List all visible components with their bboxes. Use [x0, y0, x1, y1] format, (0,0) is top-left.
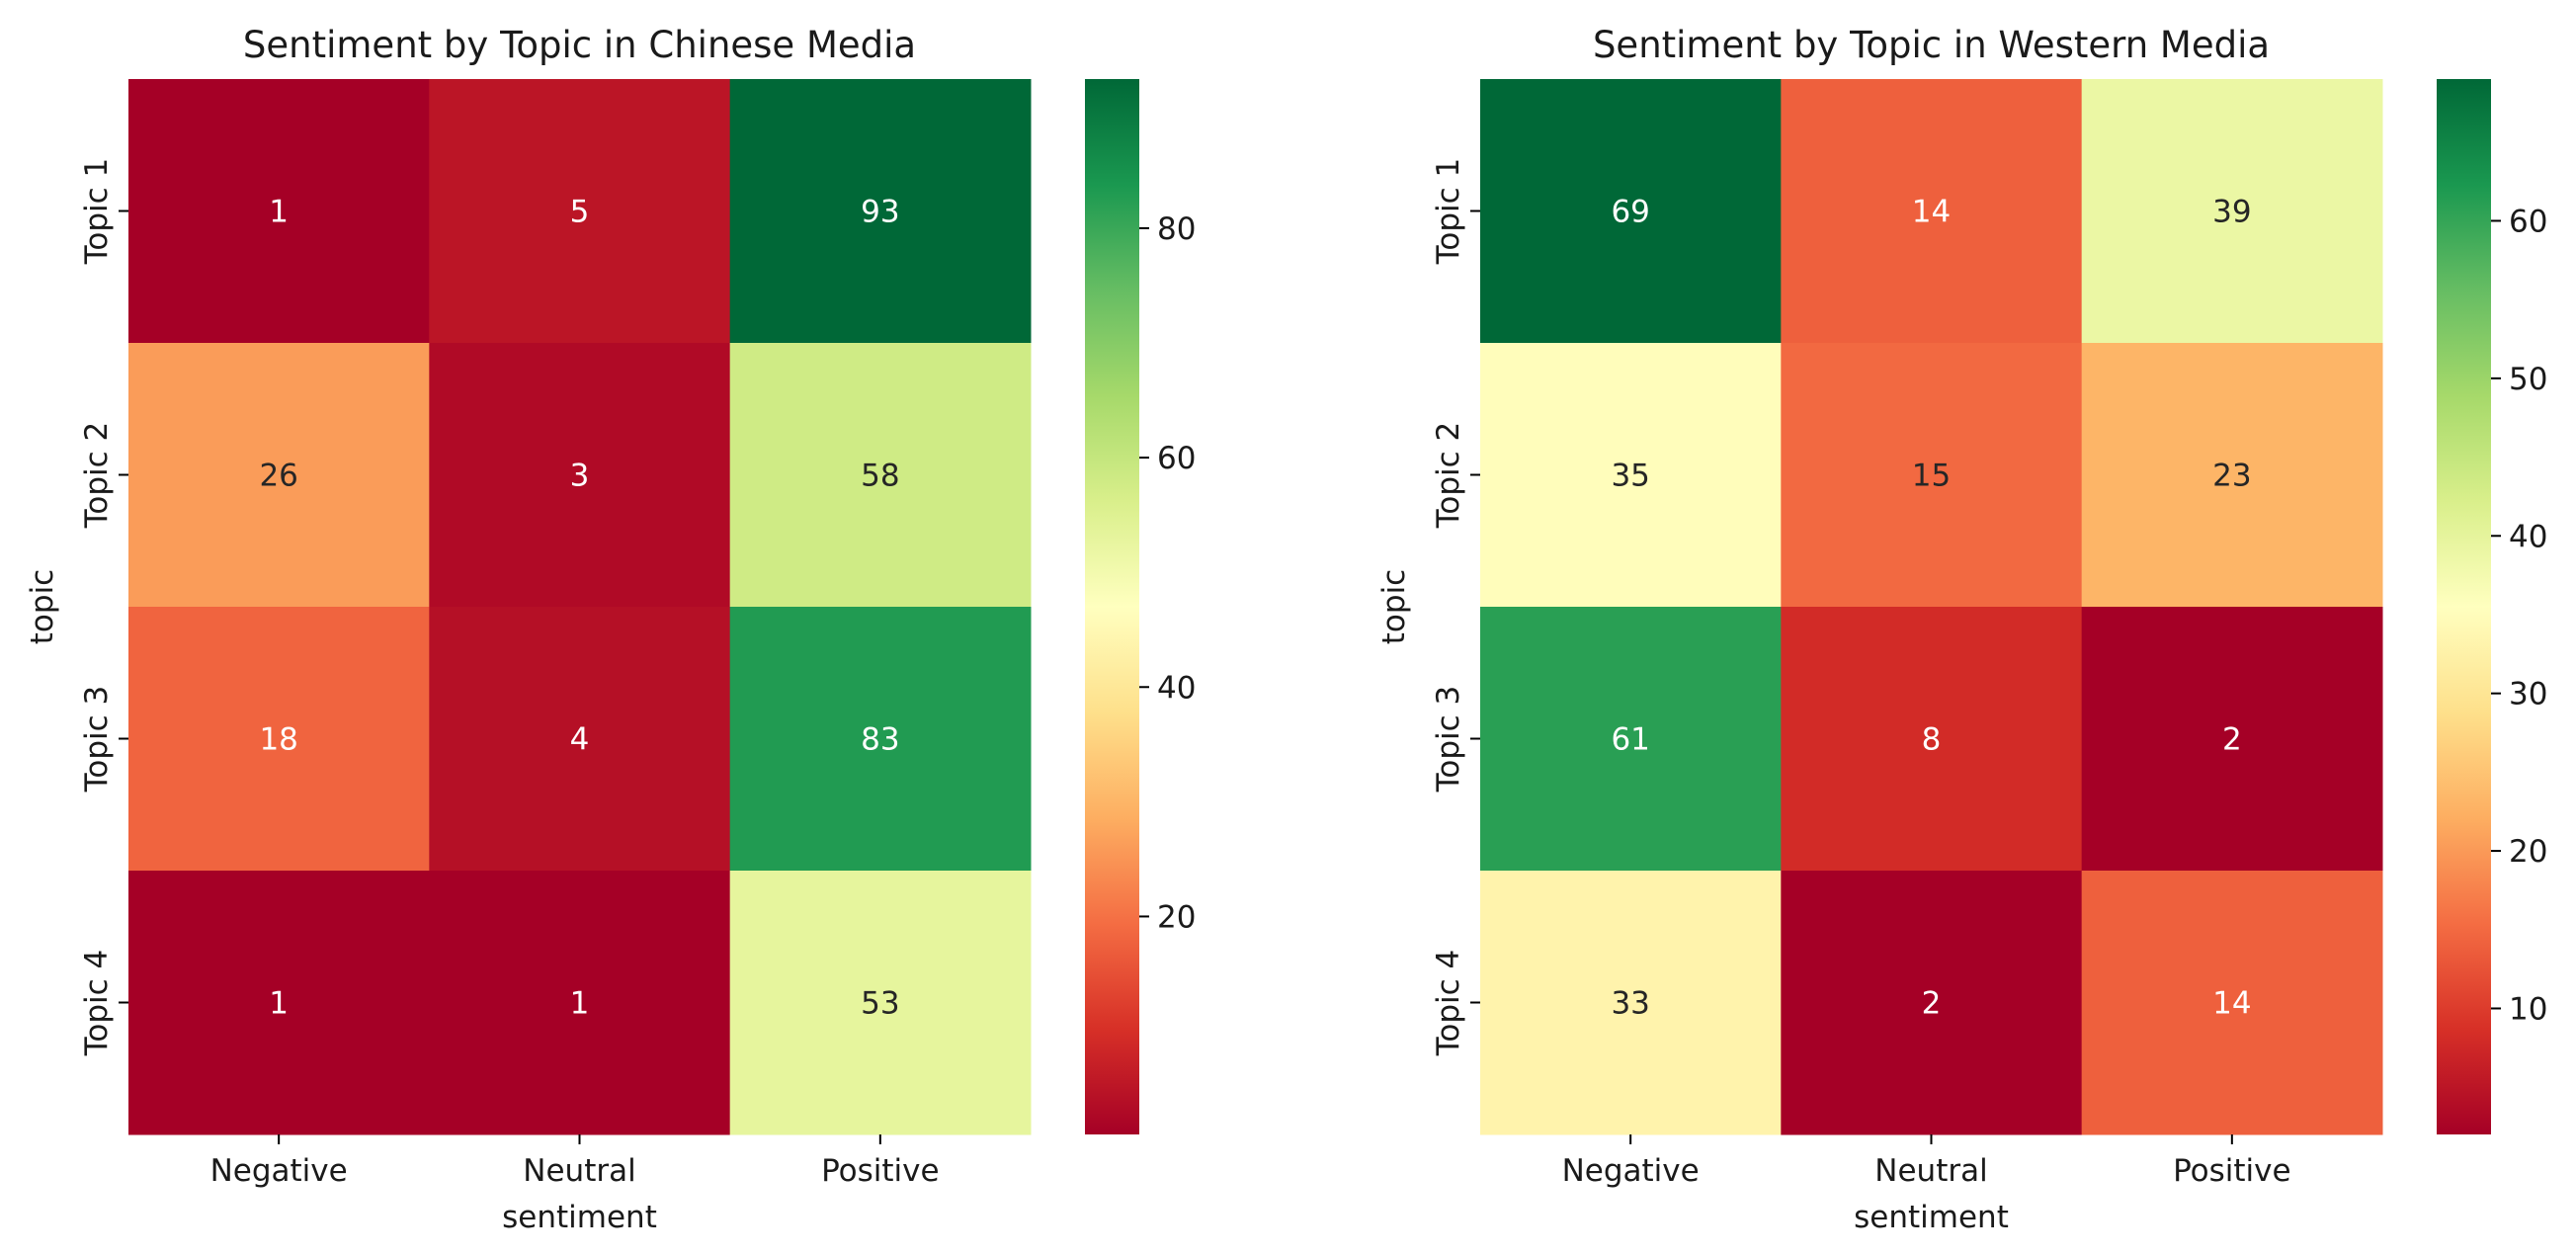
cell-value-label: 2 — [1922, 986, 1942, 1022]
heatmap-cell — [429, 871, 731, 1135]
cell-value-label: 83 — [861, 722, 899, 758]
x-tick-label: Positive — [2173, 1153, 2291, 1189]
y-tick-label: Topic 4 — [1431, 950, 1466, 1057]
cell-value-label: 2 — [2222, 722, 2242, 758]
x-tick-label: Negative — [210, 1153, 348, 1189]
colorbar-tick-label: 40 — [1157, 670, 1196, 706]
y-axis-label: topic — [1376, 569, 1412, 644]
heatmap-cell — [729, 79, 1032, 344]
heatmap-cell — [128, 79, 430, 344]
cell-value-label: 23 — [2212, 459, 2251, 494]
heatmap-cell — [1480, 607, 1782, 872]
y-tick-label: Topic 2 — [79, 422, 115, 530]
cell-value-label: 5 — [570, 195, 590, 230]
colorbar-tick-label: 50 — [2509, 362, 2547, 397]
y-tick-label: Topic 2 — [1431, 422, 1466, 530]
heatmap-cell — [1480, 871, 1782, 1135]
heatmap-cell — [729, 343, 1032, 608]
heatmap-cell — [729, 871, 1032, 1135]
heatmap-cell — [429, 79, 731, 344]
cell-value-label: 93 — [861, 195, 899, 230]
cell-value-label: 4 — [570, 722, 590, 758]
y-tick-label: Topic 3 — [79, 686, 115, 794]
cell-value-label: 18 — [259, 722, 297, 758]
heatmap-cell — [2081, 871, 2383, 1135]
cell-value-label: 39 — [2212, 195, 2251, 230]
heatmap-cell — [429, 607, 731, 872]
colorbar-tick-label: 40 — [2509, 519, 2547, 554]
cell-value-label: 69 — [1611, 195, 1649, 230]
x-tick-label: Negative — [1562, 1153, 1700, 1189]
cell-value-label: 14 — [1912, 195, 1951, 230]
x-tick-label: Neutral — [523, 1153, 635, 1189]
y-tick-label: Topic 1 — [79, 158, 115, 266]
western-media-heatmap: Sentiment by Topic in Western Media 69 14 3… — [1376, 24, 2547, 1235]
cell-value-label: 15 — [1912, 459, 1951, 494]
y-axis-label: topic — [25, 569, 60, 644]
x-tick-label: Positive — [821, 1153, 940, 1189]
cell-value-label: 14 — [2212, 986, 2251, 1022]
colorbar-tick-label: 30 — [2509, 677, 2547, 712]
cell-value-label: 53 — [861, 986, 899, 1022]
colorbar-tick-label: 60 — [1157, 441, 1196, 476]
cell-value-label: 35 — [1611, 459, 1649, 494]
colorbar-tick-label: 20 — [1157, 899, 1196, 935]
chinese-media-heatmap: Sentiment by Topic in Chinese Media 1 5 93 2… — [25, 24, 1196, 1235]
heatmap-cell — [2081, 607, 2383, 872]
cell-value-label: 8 — [1922, 722, 1942, 758]
chart-title: Sentiment by Topic in Western Media — [1593, 24, 2270, 66]
heatmap-cell — [1480, 343, 1782, 608]
colorbar-tick-label: 60 — [2509, 204, 2547, 239]
heatmap-cell — [2081, 343, 2383, 608]
heatmap-cell — [1480, 79, 1782, 344]
colorbar — [2437, 79, 2491, 1134]
heatmap-cell — [1781, 79, 2083, 344]
heatmap-cell — [1781, 871, 2083, 1135]
cell-value-label: 1 — [570, 986, 590, 1022]
cell-value-label: 1 — [269, 986, 289, 1022]
cell-value-label: 33 — [1611, 986, 1649, 1022]
y-tick-label: Topic 3 — [1431, 686, 1466, 794]
cell-value-label: 58 — [861, 459, 899, 494]
x-axis-label: sentiment — [1854, 1200, 2009, 1235]
heatmap-cell — [128, 343, 430, 608]
x-axis-label: sentiment — [502, 1200, 657, 1235]
colorbar — [1085, 79, 1139, 1134]
heatmap-cell — [1781, 343, 2083, 608]
colorbar-tick-label: 20 — [2509, 834, 2547, 870]
heatmap-cell — [128, 607, 430, 872]
heatmap-cell — [2081, 79, 2383, 344]
heatmap-cell — [128, 871, 430, 1135]
heatmap-cell — [429, 343, 731, 608]
heatmap-cell — [1781, 607, 2083, 872]
colorbar-tick-label: 10 — [2509, 991, 2547, 1027]
cell-value-label: 61 — [1611, 722, 1649, 758]
cell-value-label: 26 — [259, 459, 297, 494]
heatmap-cell — [729, 607, 1032, 872]
y-tick-label: Topic 1 — [1431, 158, 1466, 266]
cell-value-label: 3 — [570, 459, 590, 494]
chart-title: Sentiment by Topic in Chinese Media — [243, 24, 916, 66]
colorbar-tick-label: 80 — [1157, 211, 1196, 247]
x-tick-label: Neutral — [1874, 1153, 1987, 1189]
y-tick-label: Topic 4 — [79, 950, 115, 1057]
cell-value-label: 1 — [269, 195, 289, 230]
